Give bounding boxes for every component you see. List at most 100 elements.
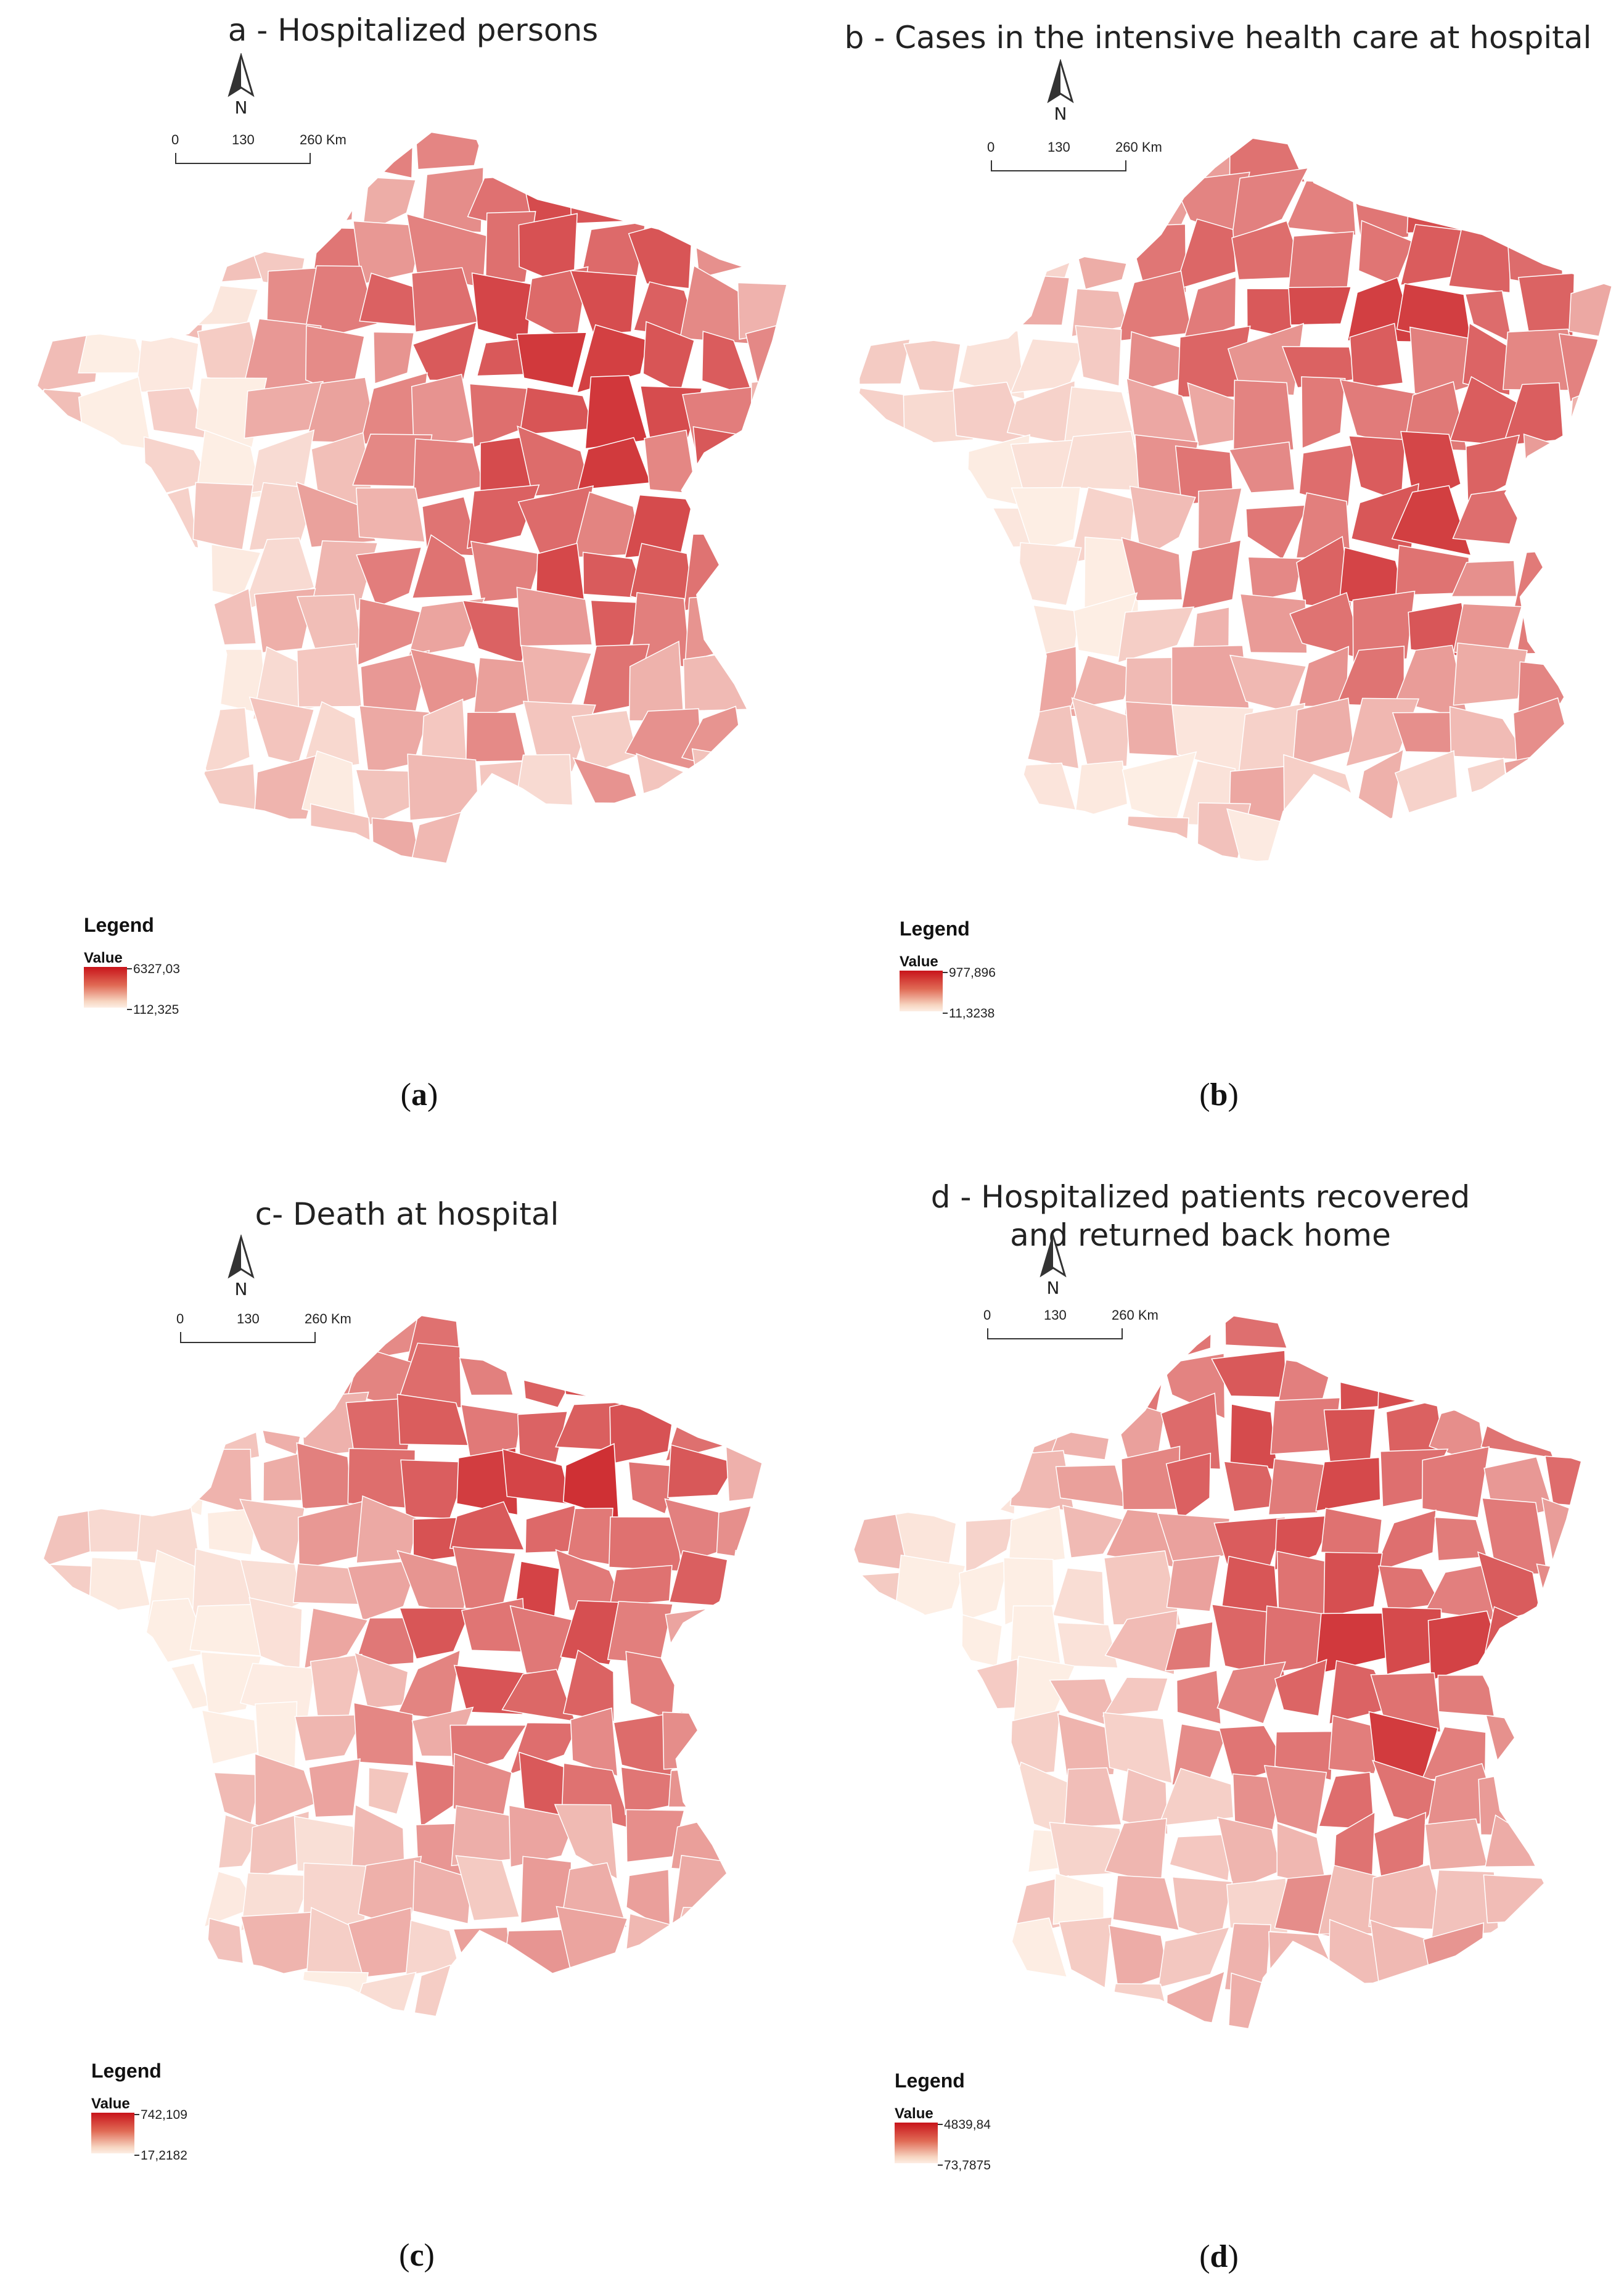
department-region — [200, 1771, 261, 1824]
department-region — [1466, 757, 1511, 820]
department-region — [1263, 1765, 1327, 1835]
department-region — [412, 1860, 473, 1925]
department-region — [1104, 1610, 1178, 1675]
department-region — [516, 586, 593, 647]
department-region — [620, 1766, 673, 1815]
legend-max-value: 6327,03 — [133, 962, 180, 976]
department-region — [1006, 1761, 1075, 1835]
department-region — [1073, 760, 1128, 821]
department-region — [1181, 276, 1237, 346]
department-region — [1268, 1458, 1331, 1516]
department-region — [1536, 1563, 1581, 1629]
department-region — [399, 1607, 473, 1660]
department-region — [189, 707, 251, 776]
department-region — [411, 534, 474, 599]
caption-open: ( — [399, 2238, 410, 2273]
north-label: N — [234, 97, 248, 118]
department-region — [240, 1912, 313, 1980]
department-region — [466, 484, 540, 549]
legend-tick-min — [938, 2164, 943, 2166]
department-region — [453, 1926, 512, 1975]
legend-max-value: 4839,84 — [944, 2118, 991, 2132]
department-region — [361, 176, 417, 236]
legend-tick-max — [134, 2114, 139, 2115]
department-region — [1216, 1661, 1286, 1724]
department-region — [1229, 1403, 1278, 1471]
department-region — [609, 1391, 678, 1465]
legend-title: Legend — [900, 918, 970, 940]
department-region — [609, 1564, 673, 1607]
department-region — [1112, 1875, 1180, 1931]
department-region — [187, 282, 259, 326]
scale-end: 260 Km — [1112, 1307, 1159, 1323]
country-outline — [42, 1315, 765, 2018]
legend-title: Legend — [895, 2070, 965, 2092]
department-region — [412, 438, 485, 501]
department-region — [1169, 1833, 1234, 1881]
department-region — [355, 132, 414, 179]
department-region — [456, 1447, 519, 1516]
north-arrow-icon: N — [1031, 1233, 1075, 1301]
department-region — [1239, 593, 1308, 654]
map-title-d: d - Hospitalized patients recovered and … — [930, 1179, 1470, 1253]
choropleth-map-d — [848, 1315, 1583, 2030]
department-region — [1544, 1455, 1581, 1508]
north-arrow-icon: N — [219, 53, 263, 121]
department-region — [1011, 762, 1079, 824]
map-title-b: b - Cases in the intensive health care a… — [844, 20, 1592, 56]
department-region — [1292, 697, 1355, 768]
department-region — [405, 1920, 460, 1976]
caption-letter: b — [1210, 1077, 1228, 1112]
department-region — [1558, 333, 1612, 403]
department-region — [1301, 376, 1346, 449]
legend-min-value: 17,2182 — [141, 2148, 187, 2163]
department-region — [725, 1445, 764, 1502]
department-region — [412, 1964, 471, 2017]
department-region — [1121, 536, 1183, 601]
department-region — [202, 212, 269, 284]
department-region — [1161, 1315, 1213, 1363]
department-region — [302, 265, 378, 344]
department-region — [455, 1855, 520, 1922]
department-region — [1274, 1658, 1327, 1717]
scale-zero: 0 — [171, 132, 179, 147]
map-title-c: c- Death at hospital — [255, 1196, 559, 1232]
scale-line — [991, 160, 1126, 171]
department-region — [554, 1339, 630, 1401]
department-region — [367, 1767, 410, 1815]
department-region — [1247, 556, 1303, 602]
scale-line — [987, 1328, 1123, 1339]
north-label: N — [1054, 104, 1067, 124]
department-region — [353, 1617, 414, 1668]
department-region — [449, 1501, 525, 1550]
department-region — [893, 1555, 966, 1624]
department-region — [1069, 654, 1136, 710]
department-region — [737, 282, 788, 340]
department-region — [78, 376, 152, 450]
department-region — [1377, 1350, 1441, 1410]
scale-mid: 130 — [1048, 139, 1070, 155]
department-region — [1228, 441, 1295, 493]
department-region — [149, 1447, 208, 1516]
department-region — [1231, 167, 1309, 242]
legend-tick-max — [943, 972, 948, 973]
department-region — [356, 546, 422, 608]
department-region — [1406, 165, 1475, 234]
department-region — [1512, 549, 1585, 612]
department-region — [1391, 485, 1472, 556]
department-region — [959, 1559, 1011, 1622]
department-region — [1424, 1818, 1488, 1871]
department-region — [1017, 542, 1082, 606]
legend-d: Legend Value 4839,84 73,7875 — [895, 2070, 1080, 2193]
country-outline — [854, 137, 1613, 865]
legend-c: Legend Value 742,109 17,2182 — [91, 2060, 276, 2183]
legend-value-label: Value — [895, 2105, 933, 2122]
department-region — [43, 1563, 94, 1621]
department-region — [961, 1614, 1003, 1667]
department-region — [515, 754, 573, 806]
department-region — [1070, 224, 1138, 290]
caption-open: ( — [1199, 2239, 1210, 2274]
caption-close: ) — [427, 1077, 438, 1112]
department-region — [684, 593, 760, 663]
department-region — [308, 1758, 361, 1818]
